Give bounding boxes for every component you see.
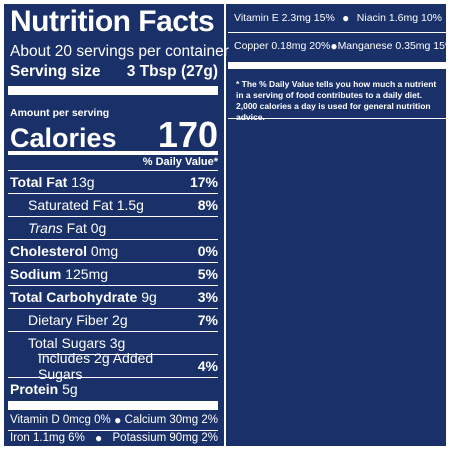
vitamin-row: Vitamin E 2.3mg 15% ● Niacin 1.6mg 10% xyxy=(234,8,442,28)
thick-divider xyxy=(8,86,218,95)
calories-row: Calories 170 xyxy=(10,117,218,156)
divider xyxy=(228,118,446,119)
nutrient-name: Total Fat xyxy=(10,174,68,190)
nutrient-dv: 4% xyxy=(197,358,218,374)
nutrient-amount: 3g xyxy=(109,335,126,351)
divider xyxy=(8,308,218,309)
bullet: ● xyxy=(95,431,103,445)
nutrient-row-sodium: Sodium 125mg 5% xyxy=(10,263,218,285)
amount-per-serving: Amount per serving xyxy=(10,107,110,119)
thick-divider xyxy=(8,401,218,410)
iron: Iron 1.1mg 6% xyxy=(10,432,85,444)
potassium: Potassium 90mg 2% xyxy=(112,432,218,444)
nutrient-name: Trans xyxy=(28,220,63,236)
medium-divider xyxy=(8,151,218,155)
calcium: Calcium 30mg 2% xyxy=(124,414,218,426)
nutrient-name: Cholesterol xyxy=(10,243,88,259)
vitamin-row: Vitamin D 0mcg 0% ● Calcium 30mg 2% xyxy=(10,410,218,430)
nutrient-name-suffix: Fat xyxy=(66,220,87,236)
nutrition-facts-side-panel: Vitamin E 2.3mg 15% ● Niacin 1.6mg 10% C… xyxy=(228,4,450,446)
nutrient-name: Saturated Fat xyxy=(28,197,113,213)
bullet: ● xyxy=(342,11,350,25)
nutrient-amount: 0mg xyxy=(90,243,119,259)
divider xyxy=(228,32,446,33)
nutrient-dv: 7% xyxy=(197,312,218,328)
divider xyxy=(8,285,218,286)
nutrient-dv: 0% xyxy=(197,243,218,259)
nutrient-name: Dietary Fiber xyxy=(28,312,109,328)
nutrient-dv: 5% xyxy=(197,266,218,282)
nutrient-row-cholesterol: Cholesterol 0mg 0% xyxy=(10,240,218,262)
serving-size-value: 3 Tbsp (27g) xyxy=(126,63,218,80)
divider xyxy=(8,239,218,240)
nutrient-amount: 2g xyxy=(112,312,128,328)
nutrient-name: Total Sugars xyxy=(28,335,106,351)
vitamin-row: Copper 0.18mg 20% ● Manganese 0.35mg 15% xyxy=(234,36,450,56)
nutrient-dv: 17% xyxy=(189,174,218,190)
divider xyxy=(8,331,218,332)
nutrient-amount: 13g xyxy=(71,174,95,190)
medium-divider xyxy=(228,62,446,69)
nutrient-row-total-fat: Total Fat 13g 17% xyxy=(10,171,218,193)
vitamin-d: Vitamin D 0mcg 0% xyxy=(10,414,111,426)
calories-value: 170 xyxy=(157,114,218,155)
bullet: ● xyxy=(330,39,338,53)
divider xyxy=(8,430,218,431)
vitamin-e: Vitamin E 2.3mg 15% xyxy=(234,12,335,24)
manganese: Manganese 0.35mg 15% xyxy=(337,40,450,52)
serving-size-row: Serving size 3 Tbsp (27g) xyxy=(10,62,218,82)
nutrient-row-dietary-fiber: Dietary Fiber 2g 7% xyxy=(28,309,218,331)
nutrient-row-trans-fat: Trans Fat 0g xyxy=(28,217,218,239)
label-title: Nutrition Facts xyxy=(10,5,215,38)
divider xyxy=(8,377,218,378)
nutrient-name: Includes 2g Added Sugars xyxy=(38,350,154,382)
copper: Copper 0.18mg 20% xyxy=(234,40,331,52)
divider xyxy=(8,170,218,171)
nutrition-label: Nutrition Facts About 20 servings per co… xyxy=(4,4,450,448)
nutrient-name: Total Carbohydrate xyxy=(10,289,138,305)
nutrient-name: Protein xyxy=(10,381,59,397)
calories-label: Calories xyxy=(10,123,117,153)
nutrition-facts-main-panel: Nutrition Facts About 20 servings per co… xyxy=(8,4,229,448)
nutrient-amount: 125mg xyxy=(65,266,109,282)
serving-size-label: Serving size xyxy=(10,63,101,80)
nutrient-dv: 8% xyxy=(197,197,218,213)
divider xyxy=(38,354,218,355)
daily-value-header: % Daily Value* xyxy=(142,156,218,168)
nutrient-dv: 3% xyxy=(197,289,218,305)
divider xyxy=(8,193,218,194)
nutrient-row-protein: Protein 5g xyxy=(10,378,218,400)
daily-value-footnote: * The % Daily Value tells you how much a… xyxy=(236,79,437,122)
nutrient-name: Sodium xyxy=(10,266,62,282)
nutrient-row-total-sugars: Total Sugars 3g xyxy=(28,332,218,354)
nutrient-row-total-carbohydrate: Total Carbohydrate 9g 3% xyxy=(10,286,218,308)
bullet: ● xyxy=(114,413,122,427)
vitamin-row: Iron 1.1mg 6% ● Potassium 90mg 2% xyxy=(10,428,218,448)
divider xyxy=(8,216,218,217)
nutrient-amount: 9g xyxy=(141,289,157,305)
nutrient-amount: 0g xyxy=(90,220,107,236)
niacin: Niacin 1.6mg 10% xyxy=(356,12,442,24)
nutrient-row-added-sugars: Includes 2g Added Sugars 4% xyxy=(38,350,218,382)
nutrient-amount: 5g xyxy=(62,381,78,397)
divider xyxy=(8,262,218,263)
nutrient-row-saturated-fat: Saturated Fat 1.5g 8% xyxy=(28,194,218,216)
nutrient-amount: 1.5g xyxy=(116,197,144,213)
servings-per-container: About 20 servings per container xyxy=(10,43,229,60)
